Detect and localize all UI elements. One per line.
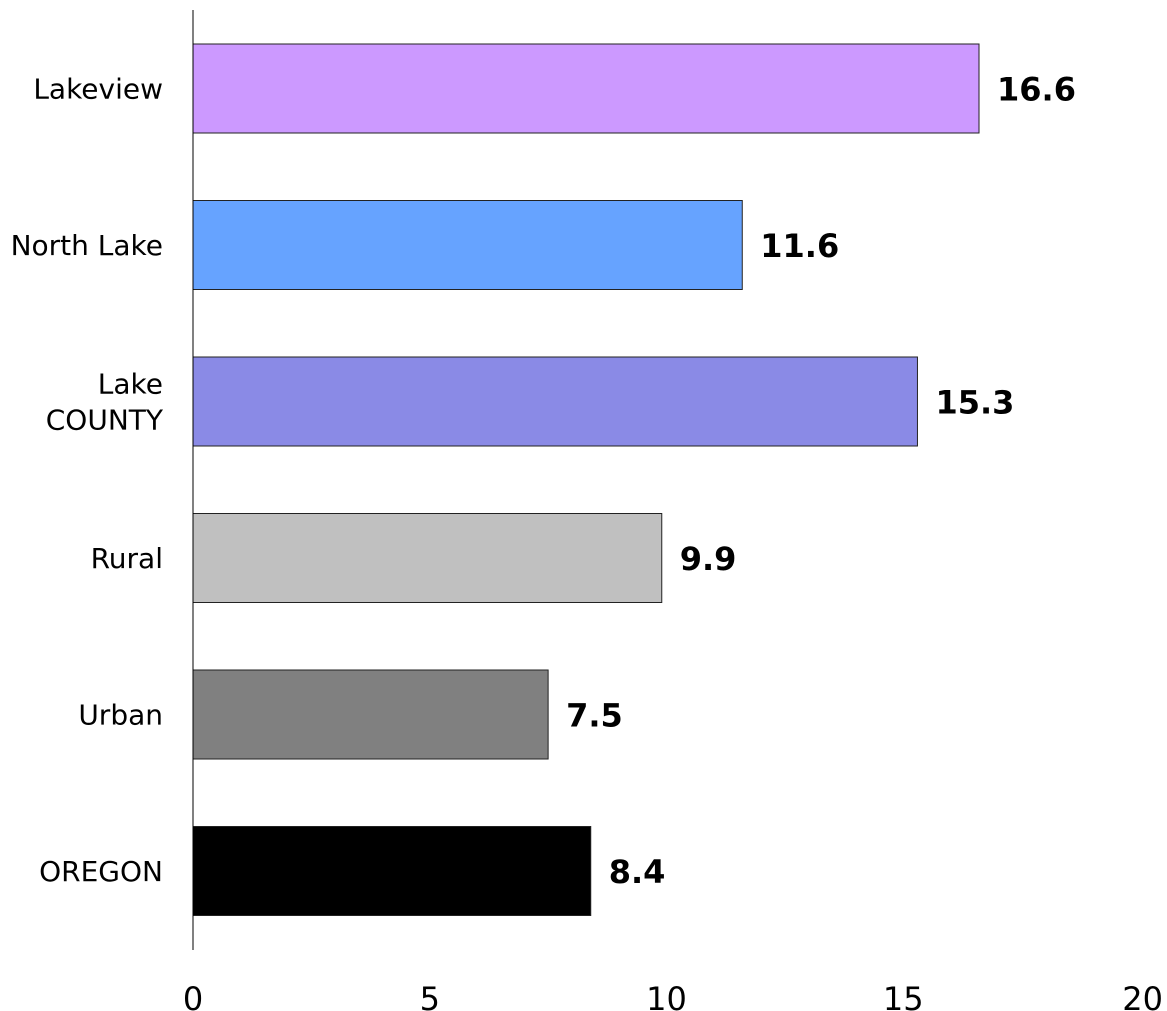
value-label-oregon: 8.4 <box>609 853 666 891</box>
category-label-north-lake: North Lake <box>11 229 163 262</box>
category-label-lakeview: Lakeview <box>33 73 163 106</box>
category-label-lake-county: Lake COUNTY <box>46 368 164 437</box>
bar-lake-county <box>192 356 918 447</box>
value-label-lakeview: 16.6 <box>997 71 1076 109</box>
x-tick-label-0: 0 <box>183 980 203 1011</box>
x-tick-label-5: 5 <box>420 980 440 1011</box>
category-label-rural: Rural <box>91 542 163 575</box>
value-label-urban: 7.5 <box>566 697 623 735</box>
x-tick-label-15: 15 <box>883 980 924 1011</box>
labels-layer: 16.6 Lakeview 11.6 North Lake 15.3 Lake COUNTY… <box>11 71 1163 1011</box>
x-tick-label-10: 10 <box>646 980 687 1011</box>
bar-north-lake <box>192 200 743 290</box>
category-label-oregon: OREGON <box>39 855 163 888</box>
value-label-north-lake: 11.6 <box>760 227 839 265</box>
x-tick-label-20: 20 <box>1122 980 1163 1011</box>
category-label-urban: Urban <box>78 699 163 732</box>
value-label-rural: 9.9 <box>680 540 737 578</box>
bar-lakeview <box>192 43 980 134</box>
bar-rural <box>192 513 663 603</box>
bars-layer <box>192 43 980 916</box>
bar-oregon <box>192 826 592 916</box>
value-label-lake-county: 15.3 <box>935 384 1014 422</box>
bar-urban <box>192 669 549 760</box>
